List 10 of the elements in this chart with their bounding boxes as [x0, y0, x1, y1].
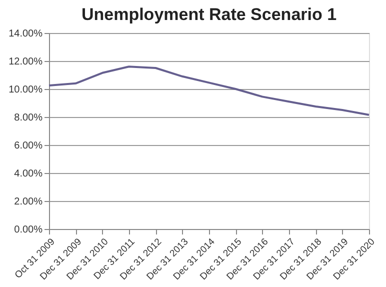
y-tick-label: 14.00% [8, 28, 43, 40]
line-series [48, 66, 370, 116]
chart-title: Unemployment Rate Scenario 1 [81, 5, 337, 24]
y-tick-label: 2.00% [14, 196, 43, 208]
y-tick-label: 0.00% [14, 224, 43, 236]
y-tick-label: 4.00% [14, 168, 43, 180]
y-tick-label: 10.00% [8, 84, 43, 96]
y-tick-label: 12.00% [8, 56, 43, 68]
y-tick-label: 6.00% [14, 140, 43, 152]
y-tick-label: 8.00% [14, 112, 43, 124]
